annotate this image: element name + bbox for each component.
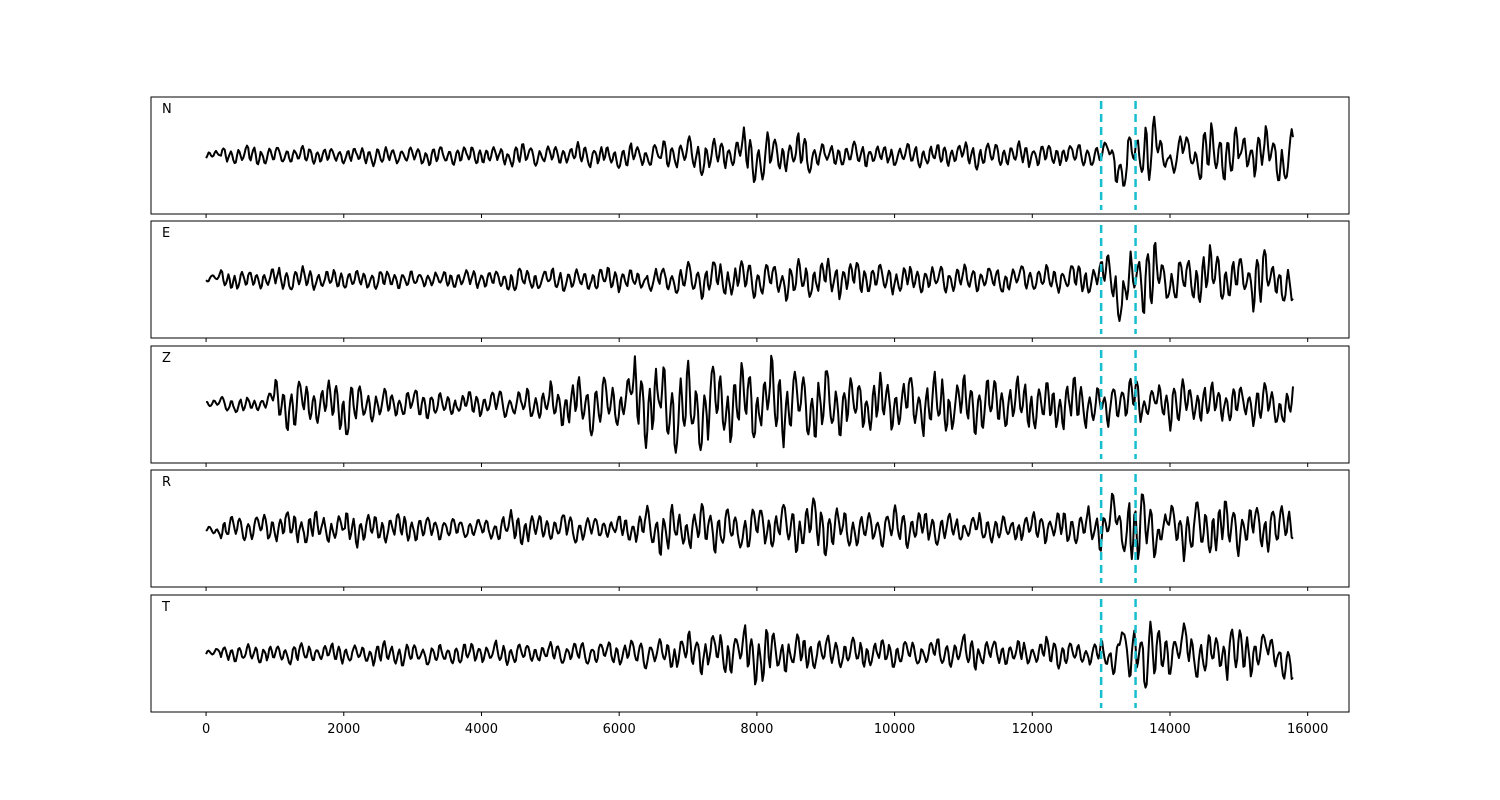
- trace-n: [205, 115, 1294, 187]
- panel-z: Z: [150, 345, 1350, 467]
- trace-r: [205, 492, 1294, 563]
- x-tick-label: 16000: [1287, 722, 1328, 737]
- panel-frame: [150, 96, 1350, 215]
- trace-e: [205, 241, 1294, 322]
- trace-t: [205, 620, 1294, 689]
- series-label: N: [162, 102, 172, 117]
- panel-t: T: [150, 594, 1350, 716]
- panels: N E Z R T: [150, 96, 1350, 716]
- x-tick-label: 2000: [327, 722, 360, 737]
- panel-e: E: [150, 220, 1350, 342]
- series-label: R: [162, 475, 171, 490]
- trace-z: [206, 354, 1294, 454]
- panel-n: N: [150, 96, 1350, 218]
- panel-frame: [150, 220, 1350, 339]
- panel-r: R: [150, 469, 1350, 591]
- x-tick-label: 10000: [874, 722, 915, 737]
- x-tick-label: 14000: [1149, 722, 1190, 737]
- series-label: Z: [162, 351, 171, 366]
- series-label: T: [161, 600, 170, 615]
- panel-frame: [150, 594, 1350, 713]
- x-tick-label: 4000: [465, 722, 498, 737]
- panel-frame: [150, 345, 1350, 464]
- x-tick-label: 8000: [740, 722, 773, 737]
- x-axis: 0 2000 4000 6000 8000 10000 12000 14000 16000: [202, 722, 1328, 737]
- x-tick-label: 0: [202, 722, 210, 737]
- series-label: E: [162, 226, 170, 241]
- x-tick-label: 12000: [1012, 722, 1053, 737]
- panel-frame: [150, 469, 1350, 588]
- x-tick-label: 6000: [603, 722, 636, 737]
